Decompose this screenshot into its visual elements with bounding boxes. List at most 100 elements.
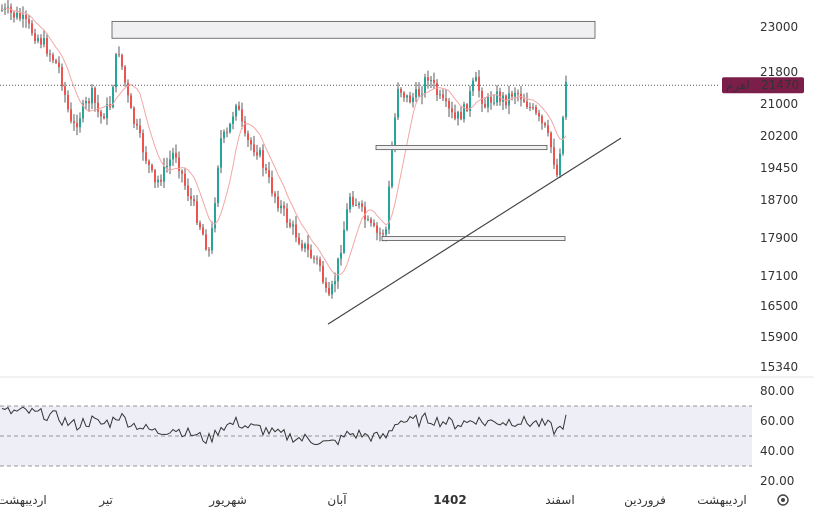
- candle-down: [373, 223, 375, 226]
- moving-average-line: [1, 7, 567, 276]
- candle-down: [73, 121, 75, 124]
- price-axis[interactable]: 23000 21800 21000 20200 19450 18700 17900 17100…: [760, 20, 798, 374]
- candle-down: [466, 104, 468, 111]
- candle-down: [124, 66, 126, 83]
- candle-up: [565, 81, 567, 118]
- candle-up: [406, 95, 408, 98]
- candle-up: [223, 131, 225, 139]
- candle-down: [517, 92, 519, 94]
- support-zone-upper: [375, 144, 548, 151]
- candle-down: [178, 157, 180, 171]
- candle-up: [424, 77, 426, 94]
- candle-down: [313, 257, 315, 259]
- oscillator-line: [1, 406, 567, 446]
- candle-down: [226, 131, 228, 133]
- trendline: [327, 137, 622, 325]
- candle-up: [562, 117, 564, 154]
- candle-down: [268, 170, 270, 178]
- oscillator-axis[interactable]: 80.00 60.00 40.00 20.00: [760, 384, 794, 488]
- price-axis-tick: 19450: [760, 161, 798, 175]
- candle-up: [214, 203, 216, 229]
- candle-down: [61, 67, 63, 87]
- candle-up: [82, 103, 84, 119]
- price-axis-tick: 21800: [760, 65, 798, 79]
- candle-down: [265, 167, 267, 171]
- time-axis[interactable]: اردیبهشت تیر شهریور آبان 1402 اسفند فروردین ارد…: [0, 492, 747, 508]
- last-price-badge-bg: [722, 77, 804, 94]
- candle-down: [121, 55, 123, 67]
- candle-up: [502, 95, 504, 102]
- candle-down: [46, 38, 48, 54]
- candle-up: [472, 80, 474, 92]
- candle-up: [349, 196, 351, 210]
- candle-down: [241, 109, 243, 122]
- candle-up: [22, 14, 24, 19]
- time-axis-tick: اردیبهشت: [697, 493, 746, 508]
- candle-up: [166, 165, 168, 167]
- oscillator-axis-tick: 60.00: [760, 414, 794, 428]
- candle-up: [430, 80, 432, 82]
- candle-up: [493, 102, 495, 104]
- candle-up: [439, 94, 441, 96]
- candle-down: [253, 144, 255, 153]
- candle-down: [409, 95, 411, 103]
- candle-down: [553, 147, 555, 165]
- candle-down: [283, 205, 285, 209]
- candle-down: [310, 249, 312, 258]
- candle-up: [85, 101, 87, 104]
- candle-up: [7, 6, 9, 8]
- candle-down: [382, 233, 384, 235]
- candle-up: [514, 92, 516, 97]
- candle-down: [160, 179, 162, 182]
- candle-up: [37, 38, 39, 41]
- price-axis-tick: 17900: [760, 231, 798, 245]
- candle-down: [370, 219, 372, 224]
- candle-down: [154, 170, 156, 183]
- candle-down: [139, 125, 141, 134]
- candle-down: [307, 243, 309, 250]
- candle-down: [184, 173, 186, 186]
- oscillator-axis-tick: 40.00: [760, 444, 794, 458]
- candle-up: [487, 96, 489, 108]
- settings-icon[interactable]: [777, 494, 789, 506]
- candle-down: [40, 38, 42, 45]
- resistance-zone: [111, 20, 596, 39]
- candle-down: [250, 140, 252, 145]
- candle-up: [112, 87, 114, 108]
- time-axis-tick: فروردین: [624, 493, 666, 508]
- candle-down: [448, 101, 450, 109]
- last-price-badge: اهرم 21470: [722, 77, 804, 94]
- candle-up: [259, 150, 261, 156]
- candle-down: [274, 193, 276, 197]
- candle-up: [331, 284, 333, 295]
- candle-down: [262, 150, 264, 168]
- candle-down: [31, 23, 33, 34]
- candle-up: [43, 38, 45, 45]
- candle-up: [367, 219, 369, 221]
- candle-down: [538, 112, 540, 117]
- candle-up: [172, 152, 174, 160]
- price-axis-tick: 18700: [760, 193, 798, 207]
- candle-down: [319, 259, 321, 266]
- candle-down: [238, 105, 240, 110]
- candle-down: [190, 196, 192, 200]
- candle-up: [157, 179, 159, 183]
- price-pane[interactable]: [0, 0, 720, 325]
- time-axis-tick: اسفند: [545, 493, 574, 507]
- candle-up: [412, 97, 414, 103]
- candle-down: [25, 14, 27, 20]
- candle-down: [322, 265, 324, 283]
- price-axis-tick: 23000: [760, 20, 798, 34]
- candle-down: [418, 89, 420, 96]
- oscillator-pane[interactable]: [0, 405, 752, 467]
- candle-down: [454, 112, 456, 119]
- candle-down: [286, 208, 288, 223]
- candle-up: [1, 9, 3, 11]
- candle-up: [232, 116, 234, 124]
- candle-down: [181, 170, 183, 174]
- candle-down: [451, 108, 453, 113]
- candle-down: [529, 107, 531, 109]
- oscillator-axis-tick: 80.00: [760, 384, 794, 398]
- candle-down: [325, 282, 327, 289]
